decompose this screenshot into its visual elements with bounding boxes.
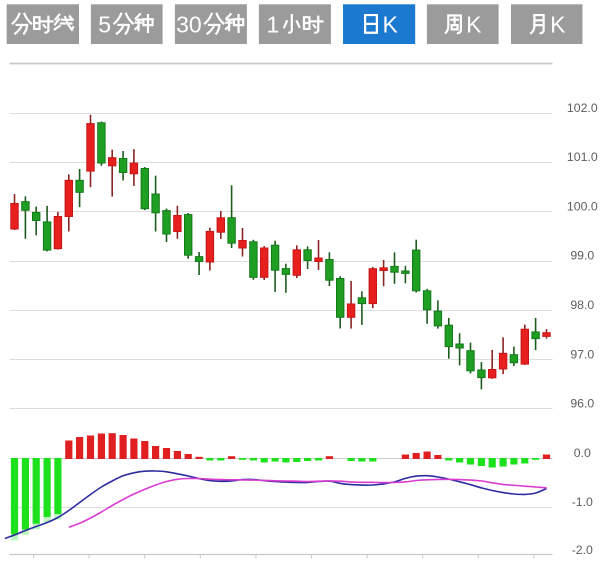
svg-text:98.0: 98.0 bbox=[570, 298, 594, 312]
svg-text:K: K bbox=[550, 12, 566, 38]
svg-text:102.0: 102.0 bbox=[567, 101, 598, 115]
svg-text:-1.0: -1.0 bbox=[572, 495, 593, 509]
svg-text:K: K bbox=[383, 12, 399, 38]
svg-text:96.0: 96.0 bbox=[570, 397, 594, 411]
svg-text:99.0: 99.0 bbox=[570, 249, 594, 263]
svg-text:1: 1 bbox=[267, 12, 280, 38]
svg-text:97.0: 97.0 bbox=[570, 347, 594, 361]
svg-text:0.0: 0.0 bbox=[574, 446, 591, 460]
svg-text:3: 3 bbox=[176, 12, 189, 38]
svg-text:-2.0: -2.0 bbox=[572, 543, 593, 557]
svg-text:101.0: 101.0 bbox=[567, 150, 598, 164]
svg-text:K: K bbox=[466, 12, 482, 38]
svg-text:100.0: 100.0 bbox=[567, 199, 598, 213]
svg-text:0: 0 bbox=[189, 12, 202, 38]
svg-text:5: 5 bbox=[98, 12, 111, 38]
